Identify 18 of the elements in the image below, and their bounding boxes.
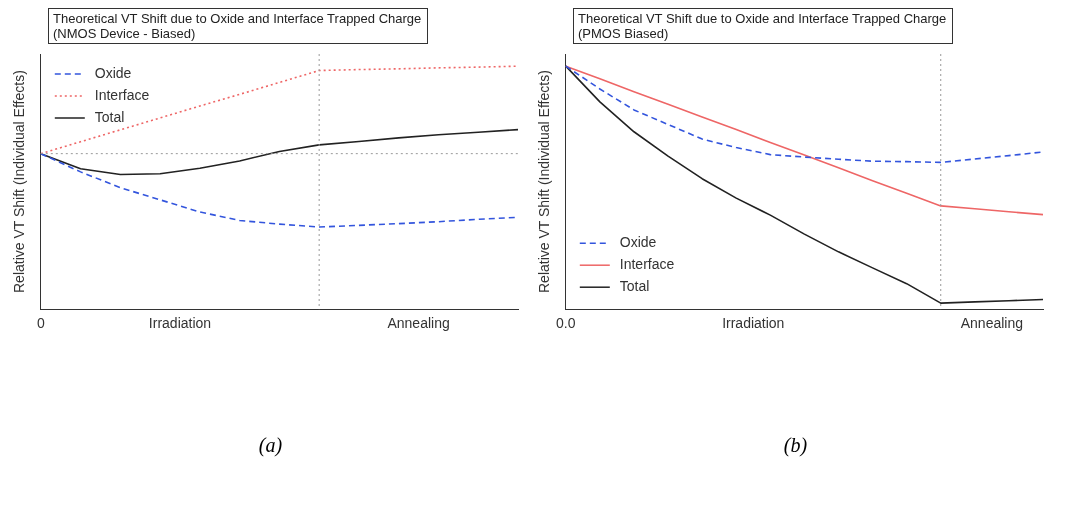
text: Annealing [960,315,1024,332]
legend-label: Oxide [619,234,657,251]
text: 0.0 [556,315,576,332]
text: (a) [257,434,284,457]
text: Irradiation [148,315,212,332]
text: Irradiation [722,315,785,332]
text: (b) [782,434,809,457]
legend-label: Interface [619,256,675,273]
legend-label: Oxide [94,64,132,81]
chart-title: Theoretical VT Shift due to Oxide and Interface Trapped Charge (NMOS Device - Biased) [48,8,428,44]
text: 0 [36,315,45,332]
y-axis-title: Relative VT Shift (Individual Effects) [536,70,553,294]
legend-label: Interface [94,86,150,103]
text: Annealing [387,315,450,332]
legend-label: Total [94,108,125,125]
legend-label: Total [619,278,650,295]
y-axis-title: Relative VT Shift (Individual Effects) [11,70,28,294]
chart-title: Theoretical VT Shift due to Oxide and Interface Trapped Charge (PMOS Biased) [573,8,953,44]
